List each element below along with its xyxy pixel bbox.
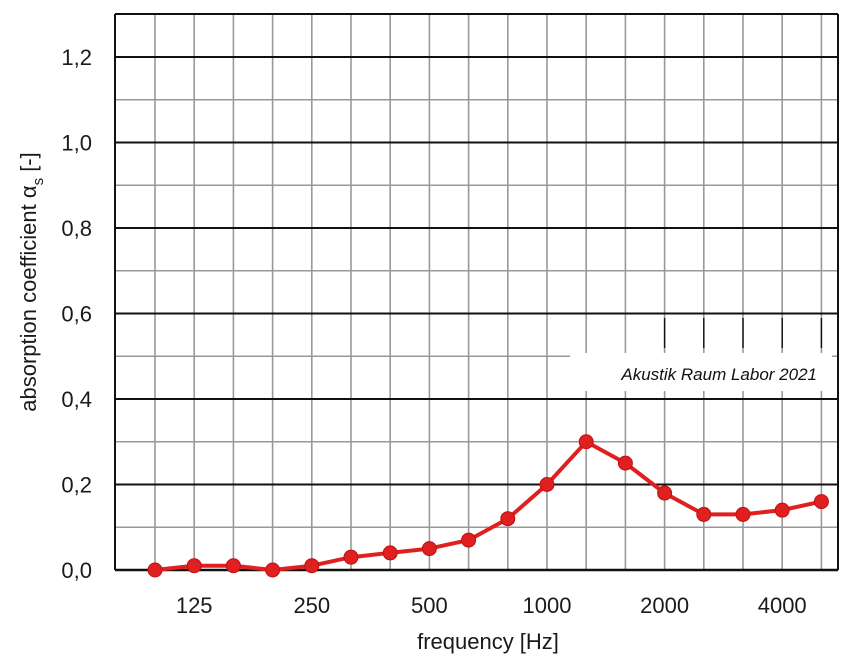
x-axis-label: frequency [Hz] <box>417 629 559 654</box>
data-point <box>343 549 359 565</box>
x-tick-label: 250 <box>293 593 330 618</box>
y-tick-labels: 0,0 0,2 0,4 0,6 0,8 1,0 1,2 <box>61 45 92 583</box>
series-line <box>154 439 822 572</box>
data-point <box>186 558 202 574</box>
grid <box>114 13 839 572</box>
annotation-background <box>570 353 832 391</box>
data-point <box>500 511 516 527</box>
data-point <box>813 494 829 510</box>
y-tick-label: 0,8 <box>61 216 92 241</box>
data-point <box>304 558 320 574</box>
x-tick-label: 2000 <box>640 593 689 618</box>
data-point <box>147 562 163 578</box>
y-axis-label-main: absorption coefficient α <box>16 185 41 412</box>
y-axis-label: absorption coefficient αs [-] <box>16 152 47 412</box>
data-point <box>774 502 790 518</box>
x-tick-label: 1000 <box>523 593 572 618</box>
data-point <box>735 506 751 522</box>
data-point <box>382 545 398 561</box>
y-tick-label: 0,6 <box>61 302 92 327</box>
y-axis-label-unit: [-] <box>16 152 41 178</box>
y-tick-label: 0,2 <box>61 473 92 498</box>
data-point <box>578 434 594 450</box>
annotation-text: Akustik Raum Labor 2021 <box>620 365 817 384</box>
y-tick-label: 1,0 <box>61 131 92 156</box>
x-tick-label: 125 <box>176 593 213 618</box>
data-point <box>265 562 281 578</box>
data-point <box>539 477 555 492</box>
annotation-ticks <box>570 318 832 391</box>
data-point <box>421 541 437 557</box>
data-point <box>696 506 712 522</box>
data-point <box>461 532 477 548</box>
y-tick-label: 0,4 <box>61 387 92 412</box>
x-tick-labels: 125 250 500 1000 2000 4000 <box>176 593 807 618</box>
x-tick-label: 500 <box>411 593 448 618</box>
x-tick-label: 4000 <box>758 593 807 618</box>
series-group <box>147 434 829 578</box>
y-tick-label: 1,2 <box>61 45 92 70</box>
data-point <box>617 455 633 471</box>
data-point <box>657 485 673 501</box>
y-tick-label: 0,0 <box>61 558 92 583</box>
y-axis-label-subscript: s <box>30 178 47 186</box>
data-point <box>225 558 241 574</box>
